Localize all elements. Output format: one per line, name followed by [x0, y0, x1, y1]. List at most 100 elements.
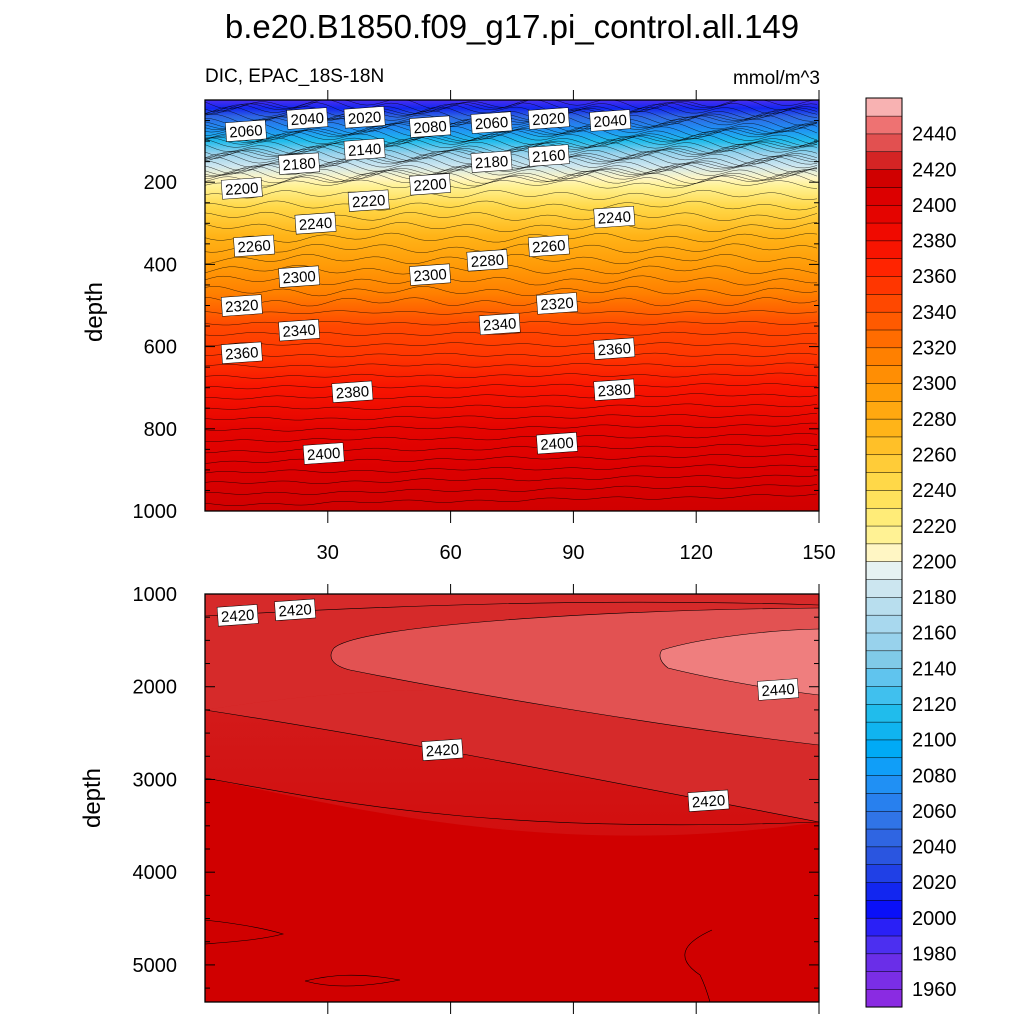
contour-line	[204, 464, 818, 474]
colorbar-swatch	[865, 382, 903, 402]
contour-label-box	[527, 234, 570, 258]
contour-label-text: 2060	[229, 122, 263, 141]
contour-line	[204, 286, 818, 297]
y-tick-label: 1000	[133, 584, 178, 606]
colorbar-tick-label: 2200	[912, 551, 957, 573]
colorbar-swatch	[865, 757, 903, 776]
colorbar-swatch	[865, 436, 903, 456]
contour-line	[204, 179, 818, 189]
contour-label-box	[589, 109, 632, 132]
contour-deep-c	[684, 929, 713, 1003]
colorbar-swatch	[865, 685, 903, 705]
colorbar-swatch	[865, 578, 903, 598]
region-2450	[660, 629, 819, 695]
contour-label-text: 2340	[282, 322, 316, 341]
contour-line	[204, 254, 818, 265]
contour-line	[204, 372, 818, 379]
contour-label-text: 2320	[225, 297, 259, 316]
contour-label-box	[278, 319, 320, 342]
colorbar-swatch	[865, 400, 903, 420]
lower-x-axis	[327, 584, 820, 1014]
contour-label-box	[220, 341, 263, 364]
contour-label: 2360	[593, 337, 636, 360]
contour-line	[204, 484, 818, 495]
x-tick-label: 120	[680, 542, 713, 564]
colorbar-swatch	[865, 418, 903, 438]
contour-label-box	[687, 789, 730, 812]
contour-line	[204, 173, 818, 187]
colorbar-swatch	[865, 347, 903, 366]
contour-label-box	[593, 378, 636, 401]
contour-label-text: 2200	[413, 176, 447, 195]
contour-line	[204, 243, 818, 254]
colorbar-swatch	[865, 561, 903, 580]
contour-label: 2360	[220, 341, 263, 364]
colorbar-tick-label: 2260	[912, 445, 957, 467]
contour-line	[204, 433, 818, 443]
contour-deep-a	[204, 919, 285, 945]
colorbar-swatch	[865, 489, 903, 509]
x-tick-label: 60	[439, 542, 461, 564]
contour-label-box	[593, 337, 636, 360]
colorbar-swatch	[865, 792, 903, 812]
contour-label-box	[757, 678, 799, 701]
colorbar-swatch	[865, 133, 903, 153]
contour-label-box	[593, 205, 636, 229]
lower-y-axis: 1000 2000 3000 4000 5000	[133, 584, 819, 989]
colorbar-frame	[865, 97, 903, 1008]
contour-label-text: 2180	[282, 155, 316, 174]
contour-line	[204, 232, 818, 243]
y-tick-label: 1000	[133, 501, 178, 523]
contour-label-box	[409, 115, 451, 138]
contour-label-box	[527, 107, 570, 130]
contour-label-text: 2380	[335, 383, 369, 402]
contour-label-text: 2200	[225, 180, 259, 199]
lower-contour-labels: 2420 2420 2440 2420 2420	[216, 598, 799, 812]
contour-line	[205, 393, 818, 400]
contour-label: 2140	[343, 138, 386, 161]
contour-label-text: 2240	[597, 208, 631, 227]
contour-label: 2020	[343, 106, 386, 129]
colorbar-swatch	[865, 222, 903, 242]
contour-label-text: 2420	[278, 601, 312, 620]
contour-label-text: 2300	[413, 266, 447, 285]
colorbar-tick-label: 2180	[912, 587, 957, 609]
contour-label-box	[470, 150, 513, 173]
contour-label-box	[470, 111, 513, 134]
contour-label: 2320	[220, 294, 263, 317]
colorbar-tick-label: 2040	[912, 837, 957, 859]
contour-label: 2060	[470, 111, 513, 134]
contour-label-text: 2020	[347, 109, 381, 128]
y-tick-label: 3000	[133, 769, 178, 791]
colorbar-tick-label: 2440	[912, 124, 957, 146]
contour-label: 2160	[527, 144, 570, 167]
x-tick-label: 90	[562, 542, 584, 564]
contour-label-box	[302, 442, 345, 465]
contour-line	[204, 133, 818, 147]
colorbar-tick-label: 2020	[912, 872, 957, 894]
colorbar-tick-label: 2000	[912, 908, 957, 930]
contour-label-text: 2420	[221, 607, 255, 626]
contour-label: 2420	[421, 738, 464, 761]
colorbar-swatch	[865, 917, 903, 937]
lower-contour-regions	[205, 594, 819, 1002]
contour-label-box	[343, 138, 386, 161]
contour-line	[204, 297, 818, 307]
contour-label-text: 2260	[237, 237, 271, 256]
contour-line	[204, 352, 818, 358]
colorbar-tick-label: 1960	[912, 979, 957, 1001]
contour-label: 2320	[536, 292, 578, 315]
y-tick-label: 800	[144, 419, 177, 441]
contour-label-box	[278, 152, 320, 175]
colorbar-swatch	[865, 703, 903, 723]
upper-y-axis-label: depth	[81, 282, 108, 342]
contour-line	[204, 412, 818, 421]
lower-y-axis-label: depth	[79, 768, 106, 828]
colorbar-tick-label: 2420	[912, 159, 957, 181]
colorbar-tick-label: 2120	[912, 694, 957, 716]
lower-panel-frame	[204, 593, 820, 1003]
colorbar-tick-label: 2220	[912, 516, 957, 538]
contour-label: 2340	[278, 319, 320, 342]
contour-label-text: 2160	[532, 147, 566, 166]
contour-line	[204, 131, 818, 145]
